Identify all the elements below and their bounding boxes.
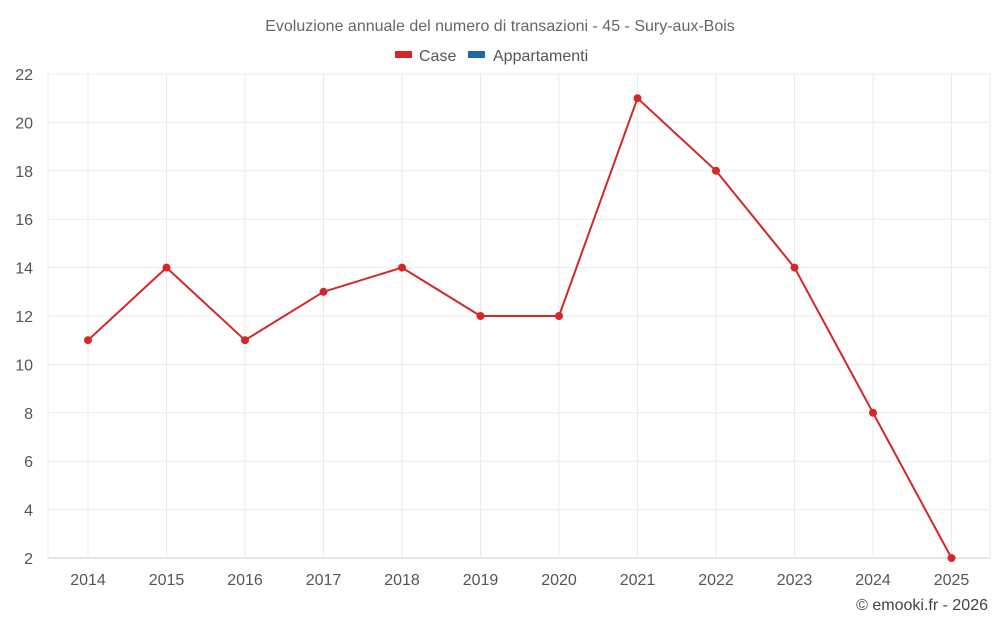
data-point[interactable] [398,263,406,272]
x-tick-label: 2018 [384,572,420,589]
data-point[interactable] [476,312,485,320]
legend-item-case[interactable]: Case [395,48,456,65]
y-tick-label: 14 [15,261,33,278]
data-point[interactable] [162,263,171,272]
y-tick-label: 6 [24,454,33,471]
y-axis-ticks: 2 4 6 8 10 12 14 16 18 20 22 [15,67,33,568]
x-tick-label: 2016 [227,572,263,589]
y-tick-label: 16 [15,212,33,229]
data-point[interactable] [947,554,956,562]
x-tick-label: 2015 [149,572,185,589]
y-tick-label: 2 [24,551,33,568]
x-tick-label: 2022 [698,572,734,589]
y-tick-label: 8 [24,406,33,423]
data-point[interactable] [555,312,563,320]
y-tick-label: 22 [15,67,33,84]
data-point[interactable] [712,166,720,175]
series-case [84,94,956,562]
x-tick-label: 2019 [463,572,499,589]
data-point[interactable] [241,336,249,345]
y-tick-label: 18 [15,164,33,181]
legend-label-case: Case [419,48,456,65]
legend-swatch-appartamenti [468,51,485,58]
x-tick-label: 2021 [620,572,656,589]
x-tick-label: 2023 [777,572,813,589]
data-point[interactable] [790,263,799,272]
series-line-case [87,97,953,559]
data-point[interactable] [84,336,92,345]
y-tick-label: 12 [15,309,33,326]
x-tick-label: 2014 [70,572,106,589]
credit: © emooki.fr - 2026 [856,597,988,614]
legend-swatch-case [395,51,412,58]
y-tick-label: 10 [15,357,33,374]
x-tick-label: 2020 [541,572,577,589]
x-tick-label: 2017 [306,572,342,589]
data-point[interactable] [633,94,642,103]
x-tick-label: 2024 [855,572,891,589]
x-tick-label: 2025 [934,572,970,589]
data-point[interactable] [869,408,877,417]
legend: Case Appartamenti [395,48,588,65]
y-tick-label: 4 [24,503,33,520]
legend-label-appartamenti: Appartamenti [493,48,588,65]
legend-item-appartamenti[interactable]: Appartamenti [468,48,588,65]
x-axis-ticks: 2014 2015 2016 2017 2018 2019 2020 2021 2022 2023… [70,572,969,589]
data-point[interactable] [319,287,328,296]
chart-title: Evoluzione annuale del numero di transaz… [265,18,735,35]
y-tick-label: 20 [15,115,33,132]
